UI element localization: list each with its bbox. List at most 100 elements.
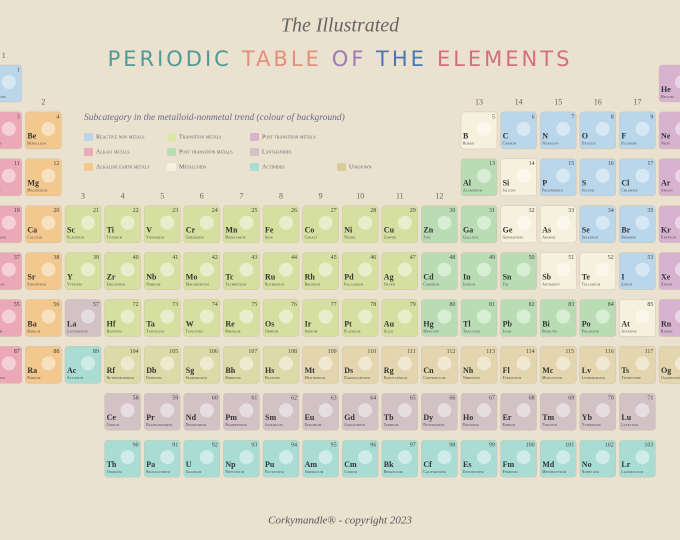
element-symbol: Pt: [344, 319, 352, 328]
atomic-number: 88: [53, 349, 59, 355]
element-symbol: Be: [27, 132, 36, 141]
element-symbol: Tc: [225, 272, 234, 281]
element-cell: 10NeNeon: [658, 111, 680, 150]
illustration: [477, 168, 491, 183]
illustration: [120, 309, 135, 324]
element-symbol: Bi: [542, 319, 550, 328]
legend-swatch: [250, 163, 259, 171]
atomic-number: 80: [449, 302, 455, 308]
element-name: Promethium: [225, 423, 247, 427]
cell-background: [460, 440, 498, 478]
element-name: Meitnerium: [305, 376, 326, 380]
element-name: Aluminium: [463, 189, 482, 193]
element-symbol: At: [621, 319, 630, 328]
element-name: Bohrium: [225, 376, 240, 380]
element-name: Astatine: [621, 329, 636, 333]
element-symbol: Cl: [621, 179, 630, 188]
atomic-number: 5: [492, 114, 495, 120]
cell-background: [342, 440, 379, 478]
illustration: [675, 169, 680, 183]
illustration: [516, 215, 531, 230]
illustration: [160, 356, 175, 371]
element-name: Bismuth: [542, 329, 557, 333]
cell-background: [540, 440, 577, 478]
element-name: Boron: [463, 142, 475, 146]
atomic-number: 38: [53, 255, 59, 261]
element-symbol: Si: [503, 179, 510, 188]
group-number: 14: [515, 98, 523, 107]
atomic-number: 78: [370, 302, 376, 308]
cell-background: [579, 440, 616, 478]
atomic-number: 49: [489, 255, 495, 261]
cell-background: [658, 205, 680, 243]
illustration: [516, 309, 531, 324]
cell-background: [658, 64, 680, 103]
cell-background: [540, 393, 577, 431]
element-name: Antimony: [542, 282, 560, 286]
group-number: 1: [2, 51, 6, 60]
cell-background: [0, 111, 22, 150]
legend-label: Actinides: [262, 164, 285, 170]
element-name: Samarium: [265, 423, 283, 427]
cell-background: [579, 299, 616, 337]
element-symbol: Pb: [503, 319, 513, 328]
element-name: Thorium: [107, 470, 122, 474]
illustration: [1, 121, 16, 136]
element-symbol: Ru: [265, 272, 276, 281]
element-name: Sulfur: [582, 189, 594, 193]
cell-background: [0, 252, 22, 290]
group-number: 8: [279, 192, 283, 201]
cell-background: [619, 299, 656, 337]
cell-background: [540, 205, 577, 243]
element-name: Erbium: [503, 423, 516, 427]
illustration: [675, 75, 680, 89]
group-number: 15: [554, 98, 562, 107]
atomic-number: 66: [449, 396, 455, 402]
element-name: Roentgenium: [384, 376, 408, 380]
element-symbol: Mo: [186, 272, 198, 281]
cell-background: [421, 440, 458, 478]
atomic-number: 14: [529, 161, 535, 167]
element-name: Lead: [503, 329, 512, 333]
cell-background: [381, 252, 418, 290]
element-symbol: Te: [582, 272, 591, 281]
illustration: [556, 309, 571, 324]
atomic-number: 83: [568, 302, 574, 308]
atomic-number: 90: [133, 443, 139, 449]
atomic-number: 44: [291, 255, 297, 261]
element-name: Radium: [27, 376, 40, 380]
cell-background: [104, 252, 141, 290]
cell-background: [619, 205, 656, 243]
illustration: [318, 215, 333, 230]
illustration: [437, 215, 452, 230]
element-name: Helium: [661, 95, 674, 99]
element-symbol: Cd: [423, 272, 434, 281]
element-name: Copernicium: [423, 376, 445, 380]
illustration: [358, 262, 373, 277]
element-name: Gold: [384, 329, 394, 333]
illustration: [239, 262, 254, 277]
legend-label: Metalloids: [179, 164, 206, 170]
atomic-number: 111: [407, 349, 416, 355]
cell-background: [262, 346, 300, 384]
illustration: [635, 450, 650, 465]
illustration: [397, 262, 412, 277]
element-symbol: Mt: [305, 366, 316, 375]
illustration: [595, 168, 610, 183]
cell-background: [381, 346, 418, 384]
illustration: [358, 215, 373, 230]
cell-background: [460, 299, 498, 337]
element-symbol: Ni: [344, 226, 353, 235]
